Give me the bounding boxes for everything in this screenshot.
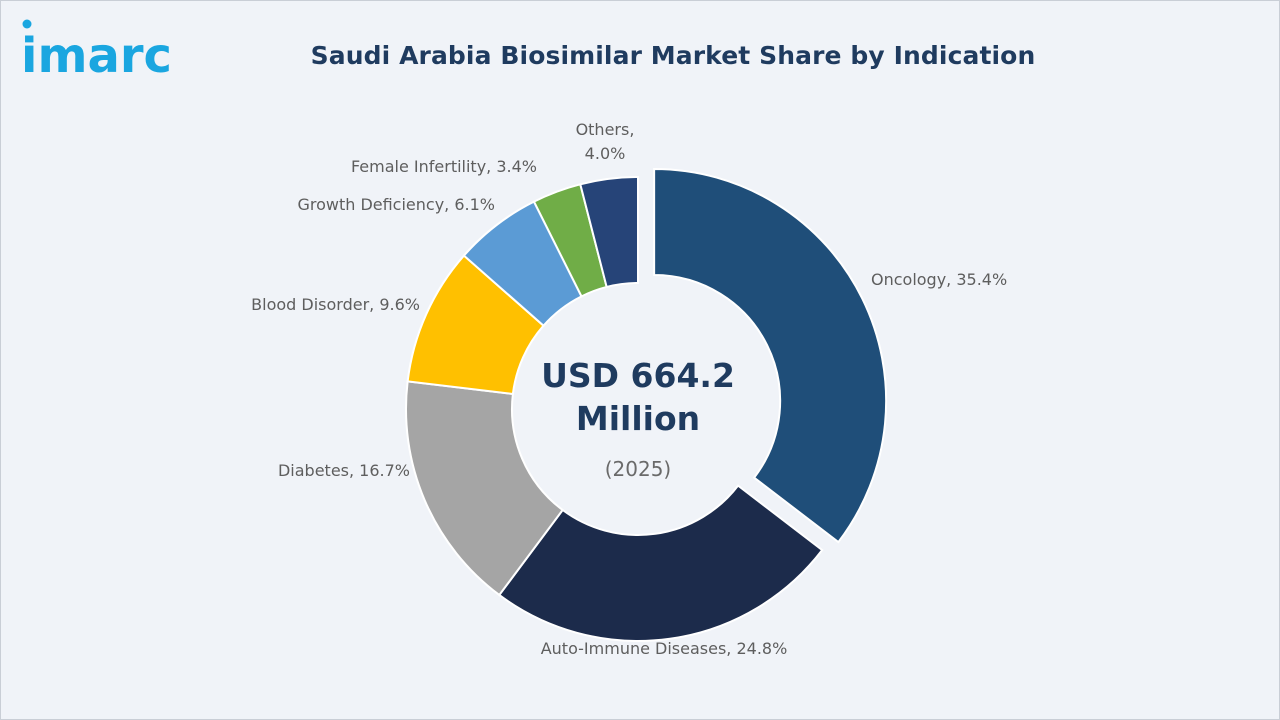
donut-slices (405, 168, 888, 642)
logo-wordmark: imarc (21, 28, 172, 84)
slice-diabetes (405, 380, 565, 597)
imarc-logo: imarc (21, 17, 221, 87)
label-others: Others, 4.0% (576, 120, 635, 163)
center-total-unit: Million (576, 399, 700, 438)
label-blood-disorder: Blood Disorder, 9.6% (251, 295, 420, 314)
slice-labels: Oncology, 35.4% Auto-Immune Diseases, 24.… (251, 120, 1007, 658)
label-oncology: Oncology, 35.4% (871, 270, 1007, 289)
label-growth-deficiency: Growth Deficiency, 6.1% (297, 195, 495, 214)
label-female-infertility: Female Infertility, 3.4% (351, 157, 537, 176)
center-year: (2025) (605, 457, 672, 481)
slice-oncology (653, 168, 888, 544)
chart-title: Saudi Arabia Biosimilar Market Share by … (310, 41, 1036, 70)
center-total-value: USD 664.2 (541, 356, 735, 395)
slice-others (579, 175, 639, 289)
label-auto-immune-diseases: Auto-Immune Diseases, 24.8% (541, 639, 788, 658)
slice-auto-immune-diseases (497, 484, 824, 642)
label-diabetes: Diabetes, 16.7% (278, 461, 410, 480)
